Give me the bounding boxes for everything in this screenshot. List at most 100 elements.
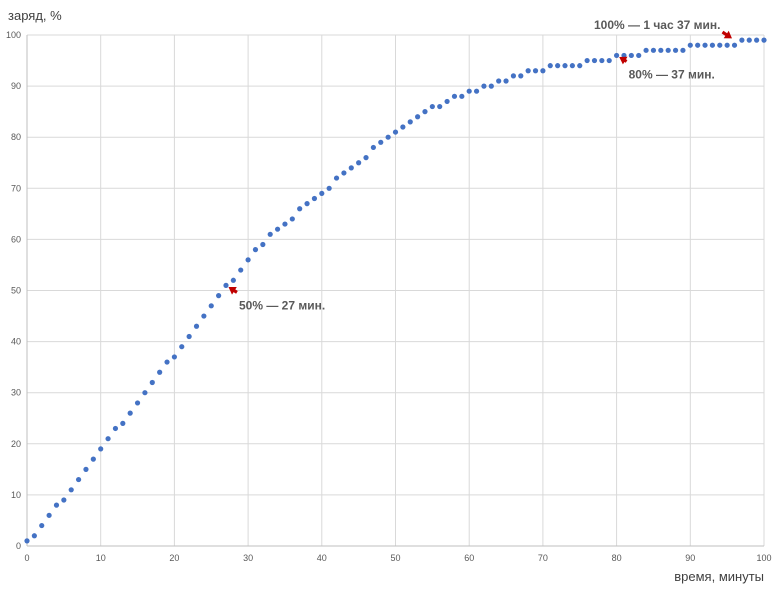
data-point xyxy=(39,522,45,529)
data-point xyxy=(238,267,244,273)
data-point xyxy=(348,165,354,171)
data-point xyxy=(282,221,288,227)
data-point xyxy=(591,57,598,64)
data-point xyxy=(540,68,546,74)
x-tick-label: 60 xyxy=(464,553,474,563)
data-point xyxy=(68,487,74,493)
data-point xyxy=(304,201,310,207)
data-point xyxy=(466,88,472,94)
data-point xyxy=(658,47,664,53)
data-point xyxy=(252,247,259,253)
data-point xyxy=(473,88,480,94)
data-point xyxy=(717,42,723,48)
data-point xyxy=(31,533,37,539)
y-tick-label: 40 xyxy=(11,337,21,347)
data-point xyxy=(201,313,207,319)
data-point xyxy=(120,420,126,426)
annotation-arrow-icon xyxy=(619,56,628,65)
x-tick-label: 20 xyxy=(169,553,179,563)
annotation-label: 50% — 27 мин. xyxy=(239,298,325,312)
data-point xyxy=(333,175,340,181)
data-point xyxy=(53,502,60,508)
data-point xyxy=(628,52,634,59)
x-tick-label: 10 xyxy=(96,553,106,563)
x-tick-label: 40 xyxy=(317,553,327,563)
x-tick-label: 50 xyxy=(390,553,400,563)
y-tick-label: 10 xyxy=(11,490,21,500)
data-point xyxy=(510,73,517,79)
annotation-label: 100% — 1 час 37 мин. xyxy=(594,18,721,32)
data-point xyxy=(186,333,192,340)
data-point xyxy=(216,293,222,299)
data-point xyxy=(422,109,428,115)
data-point xyxy=(650,47,657,53)
data-point xyxy=(532,68,539,74)
data-point xyxy=(193,323,200,329)
data-point xyxy=(702,42,708,48)
x-tick-label: 30 xyxy=(243,553,253,563)
data-point xyxy=(496,78,502,84)
data-point xyxy=(112,425,119,432)
data-point xyxy=(488,83,494,89)
data-point xyxy=(363,155,369,161)
data-point xyxy=(378,139,384,145)
data-point xyxy=(695,42,701,48)
data-point xyxy=(46,512,52,518)
data-point xyxy=(562,63,568,69)
data-point xyxy=(289,216,295,222)
y-tick-label: 20 xyxy=(11,439,21,449)
data-point xyxy=(429,103,435,110)
y-tick-label: 70 xyxy=(11,183,21,193)
data-point xyxy=(724,42,730,48)
data-point xyxy=(274,226,281,232)
data-point xyxy=(451,93,458,99)
data-point xyxy=(407,119,413,125)
data-point xyxy=(319,190,325,197)
data-point xyxy=(577,63,583,69)
data-point xyxy=(171,354,177,360)
data-point xyxy=(415,114,421,120)
data-point xyxy=(149,379,155,386)
data-point xyxy=(90,456,96,462)
data-point xyxy=(643,47,649,53)
y-axis-title: заряд, % xyxy=(8,8,62,23)
data-point xyxy=(98,446,104,452)
data-point xyxy=(746,37,752,43)
y-tick-label: 30 xyxy=(11,388,21,398)
data-point xyxy=(341,170,347,176)
data-point xyxy=(326,185,332,191)
x-tick-label: 100 xyxy=(756,553,771,563)
data-point xyxy=(297,206,303,212)
data-point xyxy=(437,103,443,110)
data-point xyxy=(599,57,605,64)
y-tick-label: 50 xyxy=(11,286,21,296)
data-point xyxy=(739,37,745,43)
data-point xyxy=(311,195,318,202)
data-point xyxy=(518,73,524,79)
x-tick-label: 80 xyxy=(612,553,622,563)
data-point xyxy=(503,78,509,84)
y-tick-label: 90 xyxy=(11,81,21,91)
data-point xyxy=(83,466,89,472)
data-point xyxy=(356,160,362,166)
data-point xyxy=(230,277,236,283)
data-point xyxy=(142,390,148,396)
data-point xyxy=(208,303,214,309)
y-tick-label: 80 xyxy=(11,132,21,142)
data-point xyxy=(245,257,251,263)
y-tick-label: 100 xyxy=(6,30,21,40)
data-point xyxy=(672,47,679,53)
x-tick-label: 0 xyxy=(24,553,29,563)
data-point xyxy=(569,63,575,69)
data-point xyxy=(584,57,590,64)
data-point xyxy=(134,400,141,406)
data-point xyxy=(385,134,391,140)
y-tick-label: 60 xyxy=(11,234,21,244)
x-axis-title: время, минуты xyxy=(674,569,764,584)
data-point xyxy=(260,241,266,248)
data-point xyxy=(680,47,686,53)
data-point xyxy=(606,57,612,64)
data-point xyxy=(392,129,399,135)
